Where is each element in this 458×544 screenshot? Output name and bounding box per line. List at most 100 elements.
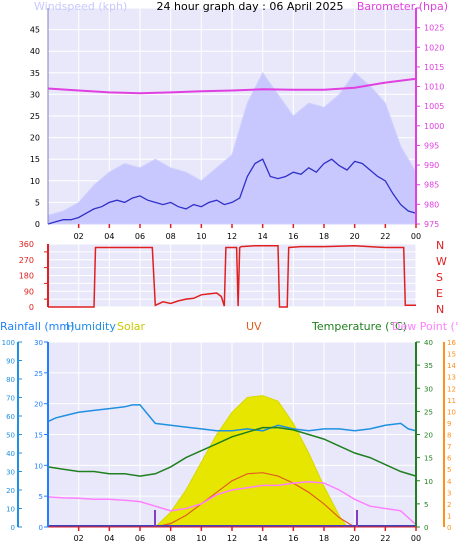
rain-tick-label: 10 xyxy=(34,462,43,470)
wind-y-tick-label: 45 xyxy=(30,26,40,35)
rain-tick-label: 30 xyxy=(34,339,43,347)
baro-y-tick-label: 985 xyxy=(424,181,439,190)
baro-y-tick-label: 1025 xyxy=(424,24,444,33)
temperature-tick-label: 10 xyxy=(424,478,433,486)
wind-y-tick-label: 10 xyxy=(30,177,40,186)
wind-x-tick-label: 18 xyxy=(319,232,329,241)
wind-axis-label: Windspeed (kph) xyxy=(34,0,127,13)
temp-x-tick-label: 12 xyxy=(227,534,237,543)
temp-x-tick-label: 02 xyxy=(74,534,84,543)
humidity-tick-label: 90 xyxy=(6,358,15,366)
temp-x-tick-label: 06 xyxy=(135,534,145,543)
temperature-tick-label: 20 xyxy=(424,432,433,440)
compass-tick-label: N xyxy=(436,239,444,252)
direction-y-tick-label: 270 xyxy=(19,256,34,265)
humidity-series xyxy=(47,404,417,432)
uv-tick-label: 15 xyxy=(447,351,456,359)
direction-y-tick-label: 0 xyxy=(29,303,34,312)
uv-tick-label: 6 xyxy=(447,455,452,463)
temp-x-tick-label: 10 xyxy=(196,534,206,543)
uv-tick-label: 16 xyxy=(447,339,456,347)
uv-tick-label: 9 xyxy=(447,420,451,428)
wind-y-tick-label: 25 xyxy=(30,112,40,121)
rain-tick-label: 25 xyxy=(34,370,43,378)
temp-axes: 0102030405060708090100051015202530051015… xyxy=(2,339,457,532)
temp-x-tick-label: 16 xyxy=(288,534,298,543)
wind-x-tick-label: 10 xyxy=(196,232,206,241)
uv-tick-label: 1 xyxy=(447,512,451,520)
baro-y-tick-label: 975 xyxy=(424,220,439,229)
humidity-tick-label: 70 xyxy=(6,395,15,403)
uv-tick-label: 7 xyxy=(447,443,451,451)
temperature-tick-label: 25 xyxy=(424,408,433,416)
uv-tick-label: 2 xyxy=(447,501,451,509)
temp-x-tick-label: 18 xyxy=(319,534,329,543)
legend-uv: UV xyxy=(246,320,262,333)
wind-y-tick-label: 20 xyxy=(30,134,40,143)
compass-tick-label: S xyxy=(436,271,443,284)
wind-direction-series xyxy=(48,245,416,308)
uv-series xyxy=(155,472,356,528)
compass-tick-label: N xyxy=(436,303,444,316)
wind-x-tick-label: 12 xyxy=(227,232,237,241)
humidity-tick-label: 50 xyxy=(6,432,15,440)
humidity-tick-label: 0 xyxy=(11,524,15,532)
dewpoint-series xyxy=(47,480,417,526)
baro-axis-label: Barometer (hpa) xyxy=(357,0,448,13)
temp-x-tick-label: 22 xyxy=(380,534,390,543)
temp-x-tick-label: 14 xyxy=(258,534,268,543)
humidity-tick-label: 20 xyxy=(6,487,15,495)
baro-y-tick-label: 1015 xyxy=(424,63,444,72)
temperature-tick-label: 35 xyxy=(424,362,433,370)
direction-y-tick-label: 90 xyxy=(24,287,34,296)
temp-x-tick-label: 08 xyxy=(166,534,176,543)
wind-x-tick-label: 16 xyxy=(288,232,298,241)
wind-y-ticks: 0 5 10 15 20 25 30 35 40 45 xyxy=(30,8,49,229)
solar-series xyxy=(154,395,348,528)
chart-title: 24 hour graph day : 06 April 2025 xyxy=(157,0,344,13)
legend-rain: Rainfall (mm) xyxy=(0,320,74,333)
temperature-series xyxy=(47,426,417,477)
uv-tick-label: 0 xyxy=(447,524,451,532)
baro-y-tick-label: 980 xyxy=(424,200,439,209)
uv-tick-label: 10 xyxy=(447,408,456,416)
temp-x-ticks: 02 04 06 08 10 12 14 16 18 20 22 00 xyxy=(48,526,421,543)
wind-gust-series xyxy=(47,71,417,225)
wind-y-tick-label: 0 xyxy=(35,220,40,229)
wind-x-ticks: 02 04 06 08 10 12 14 16 18 20 22 00 xyxy=(74,224,421,241)
wind-y-tick-label: 35 xyxy=(30,69,40,78)
wind-x-tick-label: 20 xyxy=(350,232,360,241)
rain-tick-label: 20 xyxy=(34,401,43,409)
humidity-tick-label: 30 xyxy=(6,469,15,477)
temperature-tick-label: 30 xyxy=(424,385,433,393)
humidity-tick-label: 100 xyxy=(2,339,15,347)
wind-x-tick-label: 14 xyxy=(258,232,268,241)
humidity-tick-label: 80 xyxy=(6,376,15,384)
uv-tick-label: 4 xyxy=(447,478,452,486)
legend-humidity: Humidity xyxy=(66,320,116,333)
wind-x-tick-label: 22 xyxy=(380,232,390,241)
temperature-tick-label: 5 xyxy=(424,501,428,509)
uv-tick-label: 3 xyxy=(447,489,451,497)
baro-y-tick-label: 995 xyxy=(424,141,439,150)
legend-temperature: Temperature (°C) xyxy=(311,320,407,333)
temp-x-tick-label: 20 xyxy=(350,534,360,543)
wind-y-tick-label: 5 xyxy=(35,198,40,207)
baro-y-tick-label: 990 xyxy=(424,161,439,170)
compass-tick-label: E xyxy=(436,287,443,300)
wind-x-tick-label: 04 xyxy=(104,232,114,241)
direction-y-tick-label: 360 xyxy=(19,240,34,249)
legend-dewpoint: Dew Point (°C) xyxy=(392,320,458,333)
baro-y-ticks: 975 980 985 990 995 1000 1005 1010 1015 1020 1025 xyxy=(415,7,444,229)
wind-speed-series xyxy=(47,158,417,225)
uv-tick-label: 11 xyxy=(447,397,456,405)
rain-tick-label: 15 xyxy=(34,432,43,440)
uv-tick-label: 12 xyxy=(447,385,456,393)
baro-y-tick-label: 1005 xyxy=(424,102,444,111)
temp-x-tick-label: 00 xyxy=(411,534,421,543)
wind-x-tick-label: 08 xyxy=(166,232,176,241)
temperature-tick-label: 40 xyxy=(424,339,433,347)
temperature-tick-label: 15 xyxy=(424,455,433,463)
